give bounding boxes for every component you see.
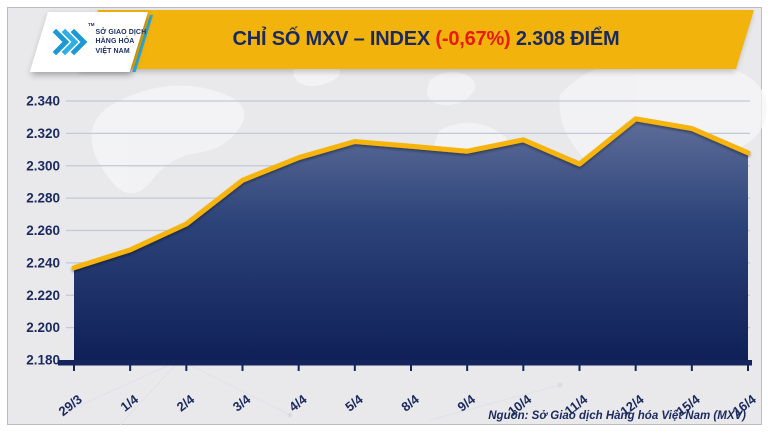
y-tick-label: 2.240	[26, 255, 60, 270]
trademark-symbol: TM	[88, 22, 95, 27]
chart-title: CHỈ SỐ MXV – INDEX (-0,67%) 2.308 ĐIỂM	[120, 10, 732, 69]
y-tick-label: 2.300	[26, 158, 60, 173]
x-tick-label: 3/4	[230, 391, 254, 414]
title-change-percent: (-0,67%)	[435, 28, 511, 50]
y-tick-label: 2.280	[26, 191, 60, 206]
logo-org-name: SỞ GIAO DỊCH HÀNG HÓA VIỆT NAM	[96, 28, 147, 56]
logo-line-3: VIỆT NAM	[95, 47, 130, 55]
logo-line-2: HÀNG HÓA	[95, 38, 135, 46]
x-tick-label: 1/4	[118, 391, 142, 414]
area-fill	[74, 118, 748, 360]
x-tick-label: 9/4	[455, 391, 479, 414]
mxv-chevrons-icon	[52, 28, 88, 56]
y-tick-label: 2.260	[26, 223, 60, 238]
title-text: CHỈ SỐ MXV – INDEX	[232, 28, 436, 50]
y-tick-label: 2.220	[26, 288, 60, 303]
y-tick-label: 2.320	[26, 126, 60, 141]
x-tick-label: 29/3	[56, 392, 85, 419]
logo-line-1: SỞ GIAO DỊCH	[95, 28, 147, 36]
x-tick-label: 5/4	[342, 391, 366, 414]
x-tick-label: 2/4	[174, 391, 198, 414]
x-tick-label: 4/4	[286, 391, 310, 414]
index-line	[71, 116, 751, 271]
x-axis-bar	[58, 360, 752, 366]
title-points: 2.308 ĐIỂM	[510, 28, 620, 50]
y-tick-label: 2.340	[26, 94, 60, 109]
mxv-logo: TM SỞ GIAO DỊCH HÀNG HÓA VIỆT NAM	[48, 12, 148, 72]
y-tick-label: 2.180	[26, 353, 60, 368]
x-tick-label: 8/4	[398, 391, 422, 414]
y-tick-label: 2.200	[26, 320, 60, 335]
source-caption: Nguồn: Sở Giao dịch Hàng hóa Việt Nam (M…	[488, 410, 746, 422]
